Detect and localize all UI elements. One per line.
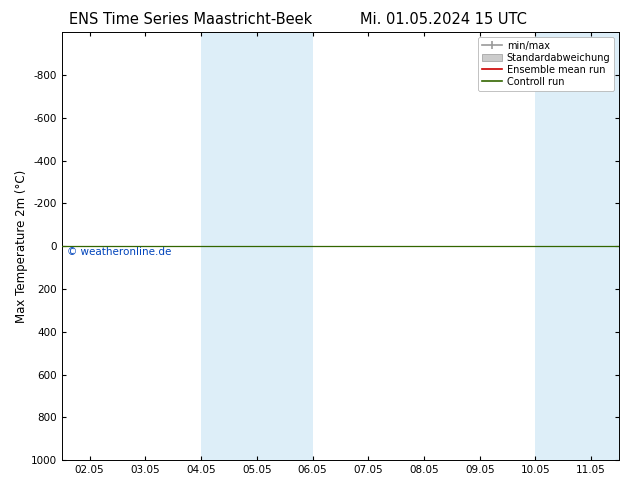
Bar <box>257 32 313 460</box>
Legend: min/max, Standardabweichung, Ensemble mean run, Controll run: min/max, Standardabweichung, Ensemble me… <box>479 37 614 91</box>
Text: ENS Time Series Maastricht-Beek: ENS Time Series Maastricht-Beek <box>68 12 312 27</box>
Bar <box>201 32 257 460</box>
Y-axis label: Max Temperature 2m (°C): Max Temperature 2m (°C) <box>15 170 28 323</box>
Text: © weatheronline.de: © weatheronline.de <box>67 247 172 257</box>
Bar <box>536 32 591 460</box>
Bar <box>591 32 634 460</box>
Text: Mi. 01.05.2024 15 UTC: Mi. 01.05.2024 15 UTC <box>360 12 527 27</box>
